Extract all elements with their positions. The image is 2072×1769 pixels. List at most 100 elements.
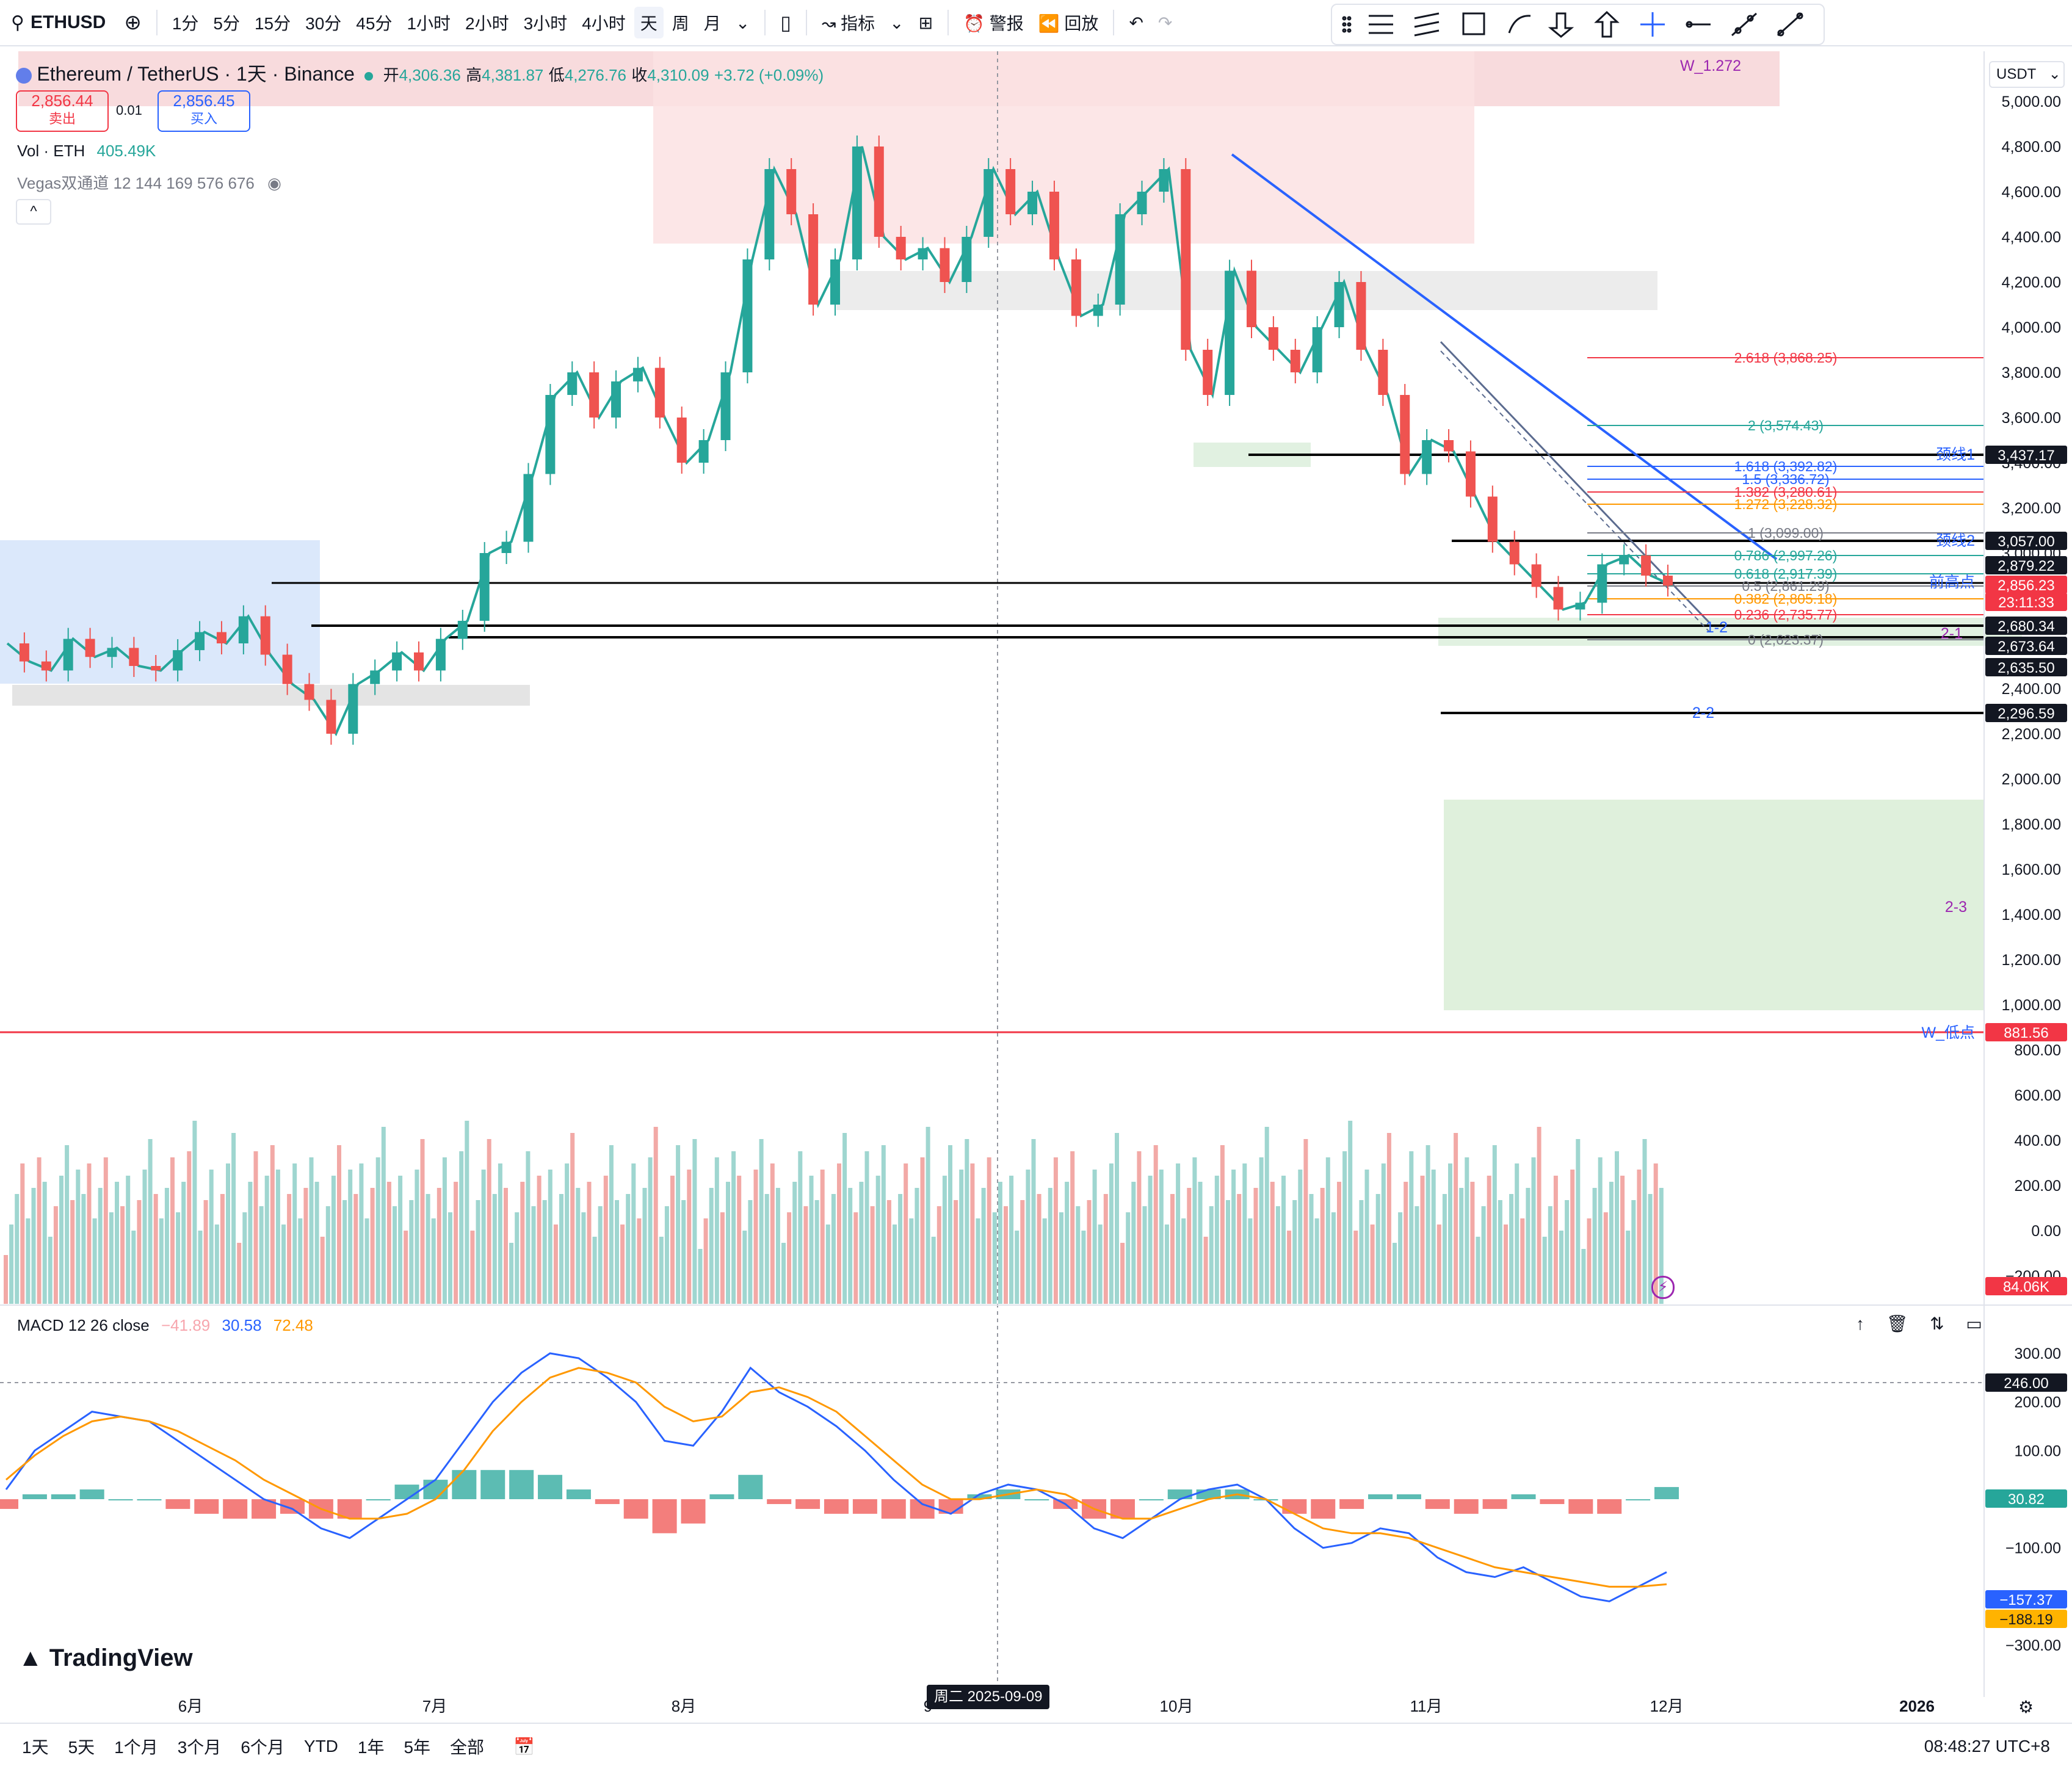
trend-line-icon[interactable]: [1777, 12, 1803, 37]
brush-icon[interactable]: [1508, 15, 1531, 34]
interval-2h[interactable]: 2小时: [465, 14, 509, 33]
eye-hidden-icon[interactable]: ◉: [267, 174, 281, 192]
fib-level-label: 0 (2,623.37): [1748, 632, 1824, 648]
volume-bar: [859, 1182, 864, 1304]
volume-bar: [893, 1225, 897, 1304]
bottom-toolbar: 1天 5天 1个月 3个月 6个月 YTD 1年 5年 全部 📅 08:48:2…: [0, 1723, 2072, 1769]
trend-angle-icon[interactable]: [1731, 12, 1758, 37]
volume-legend[interactable]: Vol · ETH 405.49K: [17, 142, 156, 161]
fib-channel-icon[interactable]: [1414, 12, 1440, 37]
range-all[interactable]: 全部: [450, 1738, 485, 1757]
interval-1M[interactable]: 月: [703, 14, 721, 33]
volume-bar: [1126, 1212, 1131, 1304]
fibonacci-levels[interactable]: [1587, 357, 1984, 640]
range-5y[interactable]: 5年: [404, 1738, 431, 1757]
delete-icon[interactable]: 🗑: [1886, 1314, 1908, 1333]
range-5d[interactable]: 5天: [68, 1738, 95, 1757]
macd-hist-bar: [223, 1499, 248, 1519]
time-tick-label: 6月: [178, 1697, 203, 1715]
rectangle-icon[interactable]: [1462, 12, 1485, 35]
collapse-icon[interactable]: ⇅: [1930, 1314, 1944, 1333]
price-axis[interactable]: 5,000.00 4,800.00 4,600.00 4,400.00 4,200.00…: [2002, 93, 2061, 1285]
symbol-search[interactable]: ⚲ ETHUSD: [0, 12, 117, 34]
interval-15m[interactable]: 15分: [254, 14, 291, 33]
arrow-down-icon[interactable]: [1548, 12, 1574, 38]
range-1m[interactable]: 1个月: [114, 1738, 158, 1757]
interval-1w[interactable]: 周: [672, 14, 689, 33]
signal-line: [5, 1367, 1667, 1588]
parallel-channel-icon[interactable]: [1369, 15, 1393, 34]
volume-bar: [1487, 1176, 1491, 1304]
price-tag-box: [1985, 637, 2067, 655]
interval-30m[interactable]: 30分: [305, 14, 342, 33]
interval-1m[interactable]: 1分: [172, 14, 199, 33]
macd-hist-bar: [423, 1480, 448, 1499]
volume-bar: [1592, 1188, 1597, 1304]
price-tick-label: 4,000.00: [2002, 319, 2061, 336]
range-1d[interactable]: 1天: [22, 1738, 49, 1757]
candle-body: [632, 367, 643, 382]
clock-time[interactable]: 08:48:27 UTC+8: [1924, 1737, 2050, 1756]
fib-level-label: 1.382 (3,280.61): [1734, 484, 1838, 500]
sell-button[interactable]: 2,856.44 卖出: [16, 90, 109, 132]
macd-hist-bar: [795, 1499, 820, 1509]
interval-1d[interactable]: 天: [634, 7, 664, 38]
compare-add-icon[interactable]: ⊕: [124, 11, 142, 34]
date-range-calendar-icon[interactable]: 📅: [513, 1737, 535, 1756]
range-3m[interactable]: 3个月: [177, 1738, 222, 1757]
chart-settings-gear-icon[interactable]: ⚙: [2018, 1698, 2034, 1717]
interval-1h[interactable]: 1小时: [407, 14, 451, 33]
redo-icon[interactable]: ↷: [1157, 13, 1173, 32]
replay-button[interactable]: ⏪ 回放: [1032, 7, 1105, 38]
chevron-down-icon[interactable]: ⌄: [735, 13, 750, 32]
symbol-legend[interactable]: Ethereum / TetherUS · 1天 · Binance 开4,30…: [16, 59, 824, 87]
alert-button[interactable]: ⏰ 警报: [957, 7, 1030, 38]
volume-bar: [342, 1200, 347, 1304]
fib-level-label: 0.382 (2,805.18): [1734, 591, 1838, 607]
indicators-button[interactable]: ↝ 指标: [816, 7, 881, 38]
macd-legend[interactable]: MACD 12 26 close −41.89 30.58 72.48: [17, 1316, 313, 1335]
range-6m[interactable]: 6个月: [241, 1738, 284, 1757]
volume-bar: [548, 1170, 552, 1304]
volume-bar: [1342, 1151, 1347, 1304]
drag-handle-icon[interactable]: [1342, 16, 1352, 33]
buy-button[interactable]: 2,856.45 买入: [158, 90, 250, 132]
range-ytd[interactable]: YTD: [303, 1737, 338, 1756]
range-1y[interactable]: 1年: [357, 1738, 385, 1757]
arrow-up-icon[interactable]: [1594, 10, 1620, 38]
macd-hist-bar: [538, 1475, 563, 1499]
maximize-icon[interactable]: ▭: [1966, 1314, 1982, 1333]
volume-bar: [1287, 1231, 1292, 1304]
horizontal-ray-icon[interactable]: [1686, 21, 1711, 28]
candle-body: [370, 670, 380, 684]
currency-selector[interactable]: USDT ⌄: [1989, 61, 2065, 88]
volume-bar: [942, 1176, 947, 1304]
vegas-legend[interactable]: Vegas双通道 12 144 169 576 676 ◉: [17, 171, 281, 194]
volume-bar: [1626, 1231, 1631, 1304]
volume-bar: [814, 1200, 819, 1304]
templates-grid-icon[interactable]: ⊞: [918, 13, 933, 32]
price-tag-label: 2,296.59: [1998, 706, 2054, 722]
lightning-icon[interactable]: ⚡: [1651, 1276, 1675, 1299]
collapse-legend-button[interactable]: ^: [16, 199, 51, 225]
interval-4h[interactable]: 4小时: [582, 14, 626, 33]
candle-style-icon[interactable]: ▯: [780, 12, 791, 34]
interval-3h[interactable]: 3小时: [523, 14, 568, 33]
interval-5m[interactable]: 5分: [213, 14, 240, 33]
volume-bar: [792, 1182, 797, 1304]
volume-bar: [1281, 1176, 1286, 1304]
candle-body: [1597, 564, 1607, 603]
volume-bar: [653, 1127, 658, 1304]
interval-45m[interactable]: 45分: [356, 14, 393, 33]
undo-icon[interactable]: ↶: [1129, 13, 1143, 32]
macd-hist-bar: [881, 1499, 906, 1519]
crosshair-icon[interactable]: [1640, 12, 1665, 37]
volume-value: 405.49K: [96, 142, 156, 160]
chevron-down-icon[interactable]: ⌄: [889, 13, 904, 32]
candle-body: [1400, 395, 1410, 474]
move-up-icon[interactable]: ↑: [1856, 1314, 1864, 1333]
volume-bar: [709, 1188, 714, 1304]
time-axis[interactable]: 6月7月8月910月11月12月2026: [178, 1697, 1935, 1715]
